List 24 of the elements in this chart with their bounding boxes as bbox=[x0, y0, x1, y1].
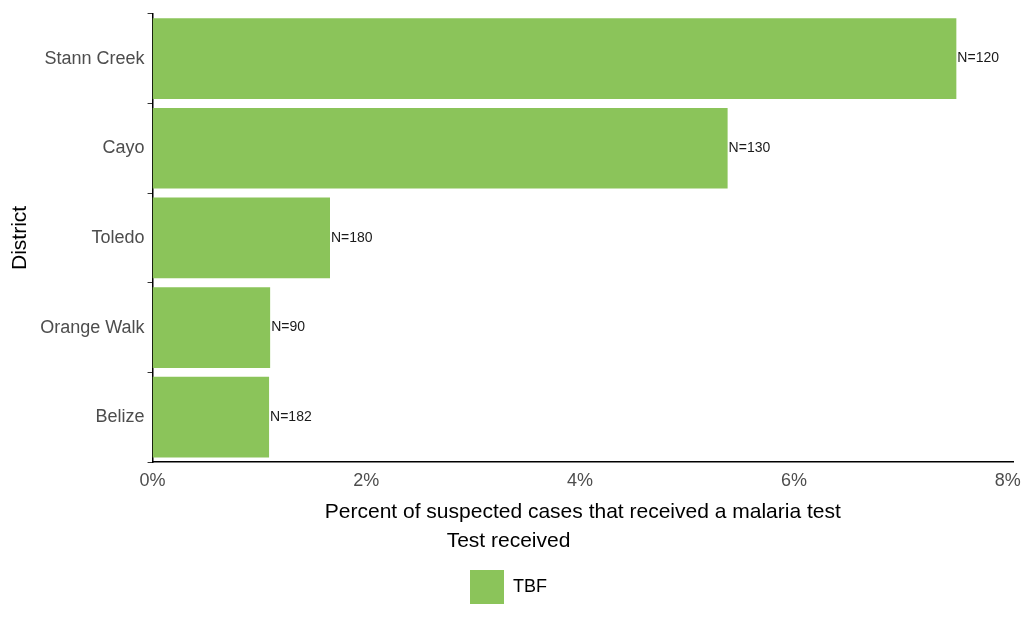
legend-label: TBF bbox=[513, 575, 547, 596]
bar bbox=[152, 197, 330, 279]
x-axis-title: Percent of suspected cases that received a malaria test bbox=[324, 499, 841, 522]
bar bbox=[152, 18, 957, 99]
y-tick-label: Stann Creek bbox=[44, 47, 146, 68]
y-tick-label: Cayo bbox=[102, 137, 145, 158]
legend-title: Test received bbox=[446, 528, 571, 552]
y-axis-title: District bbox=[7, 205, 31, 270]
bar bbox=[152, 287, 271, 368]
annotation: N=120 bbox=[957, 49, 1000, 66]
annotation: N=130 bbox=[728, 139, 771, 156]
x-tick-label: 6% bbox=[780, 469, 807, 490]
y-tick-label: Belize bbox=[95, 406, 145, 427]
y-tick-label: Orange Walk bbox=[40, 316, 146, 337]
x-tick-label: 2% bbox=[353, 469, 380, 490]
x-tick-label: 8% bbox=[994, 469, 1021, 490]
annotation: N=180 bbox=[331, 228, 373, 245]
x-tick-label: 0% bbox=[139, 469, 166, 490]
bar bbox=[152, 376, 270, 458]
annotation: N=182 bbox=[270, 408, 312, 425]
y-tick-label: Toledo bbox=[91, 226, 145, 247]
x-tick-label: 4% bbox=[567, 469, 594, 490]
bar bbox=[152, 107, 728, 189]
annotation: N=90 bbox=[271, 318, 306, 335]
